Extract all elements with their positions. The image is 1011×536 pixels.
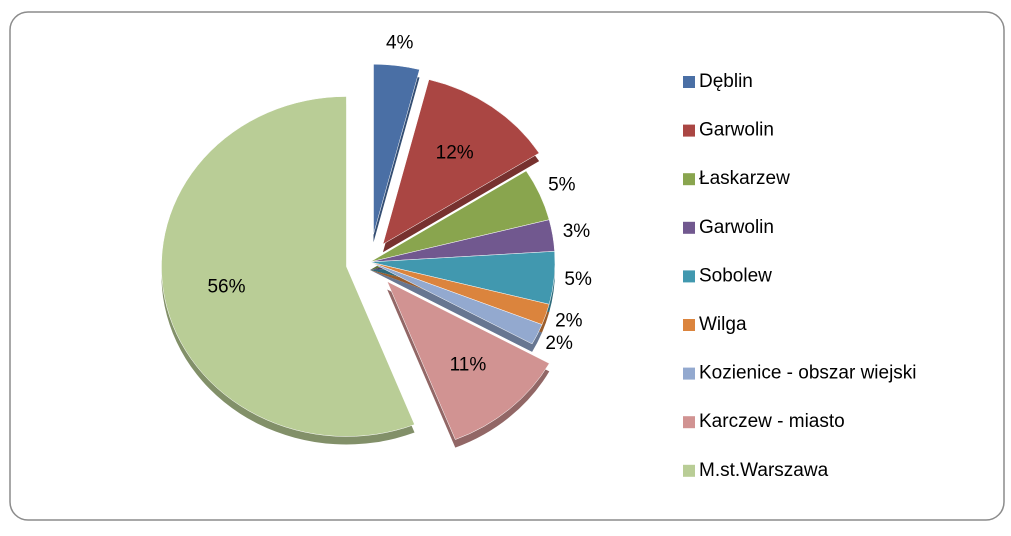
data-label: 3% (563, 221, 591, 242)
data-label: 12% (436, 142, 474, 163)
legend-swatch (683, 319, 695, 331)
legend-swatch (683, 367, 695, 380)
legend-label: Karczew - miasto (699, 411, 845, 432)
slice (382, 79, 540, 245)
legend-label: Dęblin (699, 71, 753, 92)
legend-swatch (683, 270, 695, 283)
data-label: 2% (555, 310, 583, 331)
data-label: 4% (386, 33, 414, 54)
legend-label: Łaskarzew (699, 168, 790, 189)
slice (161, 96, 415, 437)
legend-swatch (683, 173, 695, 186)
slice-side (370, 270, 543, 352)
legend-label: Garwolin (699, 217, 774, 238)
data-label: 56% (207, 277, 245, 298)
data-label: 11% (450, 355, 487, 376)
legend-label: Wilga (699, 314, 747, 335)
slice (369, 261, 543, 345)
legend-label: Sobolew (699, 265, 772, 286)
legend-swatch (683, 76, 695, 88)
data-label: 5% (548, 175, 576, 196)
legend-label: Kozienice - obszar wiejski (699, 363, 917, 384)
legend-swatch (683, 124, 695, 137)
slice (386, 280, 550, 440)
legend-label: Garwolin (699, 120, 774, 141)
data-label: 5% (564, 269, 592, 290)
legend-swatch (683, 416, 695, 429)
slice (373, 63, 420, 235)
legend-label: M.st.Warszawa (699, 460, 829, 481)
legend-swatch (683, 221, 695, 234)
legend-swatch (683, 464, 695, 477)
data-label: 2% (545, 333, 573, 354)
